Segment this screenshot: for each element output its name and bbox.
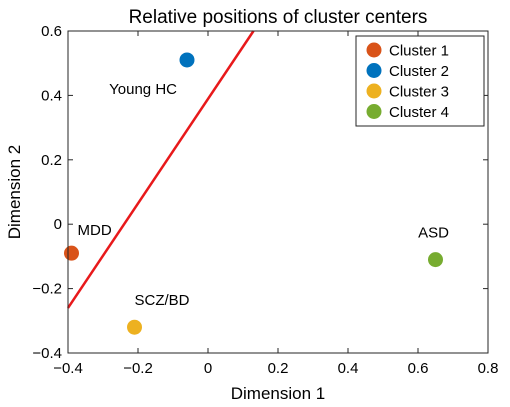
axis-ticks: −0.4 −0.2 0 0.2 0.4 0.6 0.8 −0.4 −0.2 0 0.2 0.4 0.6 bbox=[32, 23, 498, 377]
boundary-line bbox=[66, 30, 255, 309]
chart-title: Relative positions of cluster centers bbox=[129, 7, 428, 28]
x-tick-label: −0.2 bbox=[123, 360, 153, 377]
legend-label: Cluster 3 bbox=[389, 84, 449, 101]
point-label: SCZ/BD bbox=[135, 292, 190, 309]
x-tick-label: 0.4 bbox=[338, 360, 359, 377]
point-label: Young HC bbox=[109, 81, 177, 98]
legend-marker bbox=[366, 63, 382, 78]
y-tick-label: 0.4 bbox=[41, 87, 62, 104]
x-tick-label: 0.8 bbox=[478, 360, 499, 377]
y-tick-label: 0.2 bbox=[41, 152, 62, 169]
legend: Cluster 1 Cluster 2 Cluster 3 Cluster 4 bbox=[355, 35, 485, 127]
y-tick-label: 0 bbox=[54, 216, 62, 233]
x-tick-label: 0.2 bbox=[268, 360, 289, 377]
y-tick-label: −0.2 bbox=[32, 281, 62, 298]
point-cluster-3 bbox=[127, 319, 142, 335]
point-label: ASD bbox=[418, 225, 449, 242]
legend-label: Cluster 2 bbox=[389, 63, 449, 80]
legend-label: Cluster 4 bbox=[389, 104, 449, 121]
point-cluster-4 bbox=[428, 252, 443, 268]
point-label: MDD bbox=[78, 222, 112, 239]
plot-area: MDD Young HC SCZ/BD ASD bbox=[64, 30, 449, 335]
x-tick-label: −0.4 bbox=[53, 360, 83, 377]
point-cluster-2 bbox=[179, 52, 195, 68]
legend-marker bbox=[366, 83, 382, 99]
x-axis-label: Dimension 1 bbox=[231, 384, 326, 403]
legend-label: Cluster 1 bbox=[389, 43, 449, 60]
y-tick-label: −0.4 bbox=[32, 345, 62, 362]
legend-marker bbox=[366, 42, 382, 58]
y-tick-label: 0.6 bbox=[41, 23, 62, 40]
y-axis-label: Dimension 2 bbox=[5, 145, 24, 240]
x-tick-label: 0 bbox=[204, 360, 212, 377]
point-cluster-1 bbox=[64, 245, 79, 261]
legend-marker bbox=[366, 104, 382, 119]
x-tick-label: 0.6 bbox=[408, 360, 429, 377]
